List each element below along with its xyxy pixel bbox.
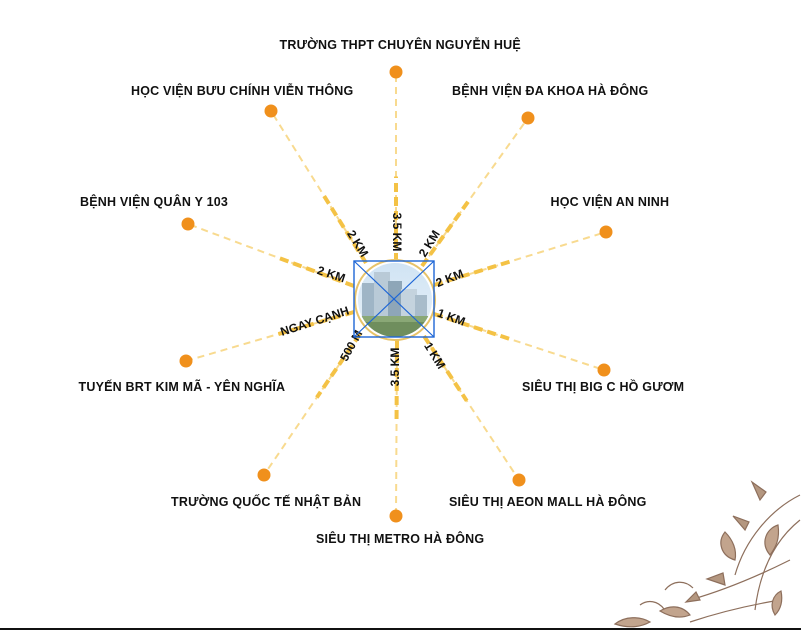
distance-label: 500 M xyxy=(337,328,365,364)
destination-dot xyxy=(182,218,195,231)
destination-name: TUYẾN BRT KIM MÃ - YÊN NGHĨA xyxy=(79,380,286,394)
destination-name: SIÊU THỊ METRO HÀ ĐÔNG xyxy=(316,532,484,546)
destination-dot xyxy=(180,355,193,368)
destination-dot xyxy=(600,226,613,239)
destination-dot xyxy=(513,474,526,487)
destination-name: SIÊU THỊ BIG C HỒ GƯƠM xyxy=(522,380,684,394)
distance-label: 2 KM xyxy=(344,228,371,260)
destination-dot xyxy=(390,66,403,79)
destination-name: SIÊU THỊ AEON MALL HÀ ĐÔNG xyxy=(449,495,647,509)
destination-name: HỌC VIỆN BƯU CHÍNH VIỄN THÔNG xyxy=(131,84,353,98)
destination-name: TRƯỜNG THPT CHUYÊN NGUYỄN HUỆ xyxy=(280,38,521,52)
destination-dot xyxy=(265,105,278,118)
destination-name: HỌC VIỆN AN NINH xyxy=(551,195,670,209)
center-image xyxy=(354,260,435,340)
distance-label: 2 KM xyxy=(315,263,347,285)
distance-label: NGAY CẠNH xyxy=(279,304,351,339)
destination-dot xyxy=(390,510,403,523)
destination-name: BỆNH VIỆN ĐA KHOA HÀ ĐÔNG xyxy=(452,84,648,98)
distance-label: 2 KM xyxy=(434,266,466,290)
destination-name: BỆNH VIỆN QUÂN Y 103 xyxy=(80,195,228,209)
destination-dot xyxy=(598,364,611,377)
destination-dot xyxy=(522,112,535,125)
distance-label: 3.5 KM xyxy=(388,348,402,387)
distance-label: 1 KM xyxy=(435,306,467,329)
connector-line xyxy=(422,118,528,266)
destination-name: TRƯỜNG QUỐC TẾ NHẬT BẢN xyxy=(171,495,361,509)
destination-dot xyxy=(258,469,271,482)
distance-label: 3.5 KM xyxy=(390,213,404,252)
